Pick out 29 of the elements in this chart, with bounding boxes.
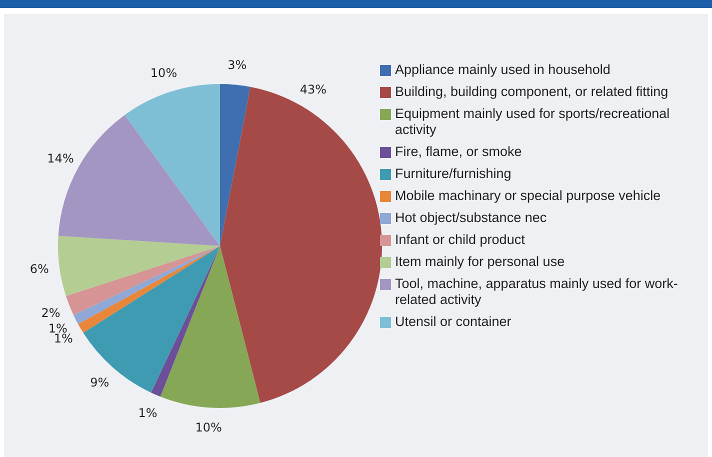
legend-label: Infant or child product bbox=[395, 232, 526, 248]
pie-slice bbox=[160, 246, 260, 408]
pie-slice bbox=[83, 246, 220, 393]
data-label: 10% bbox=[195, 420, 222, 435]
legend-label: Tool, machine, apparatus mainly used for work-related activity bbox=[395, 276, 679, 308]
legend-label: Hot object/substance nec bbox=[395, 210, 548, 226]
data-label: 1% bbox=[138, 406, 158, 420]
legend-label: Fire, flame, or smoke bbox=[395, 144, 523, 160]
legend-label: Item mainly for personal use bbox=[395, 254, 566, 270]
pie-slice bbox=[220, 86, 382, 403]
data-label: 10% bbox=[150, 66, 178, 80]
data-label: 9% bbox=[90, 376, 110, 390]
pie-slice bbox=[220, 84, 250, 246]
data-label: 14% bbox=[47, 151, 74, 166]
data-label: 2% bbox=[41, 306, 60, 320]
pie-slice bbox=[66, 246, 220, 315]
data-label: 1% bbox=[54, 332, 73, 346]
legend-label: Appliance mainly used in household bbox=[395, 62, 612, 78]
legend-label: Mobile machinary or special purpose vehicle bbox=[395, 188, 662, 204]
pie-slice bbox=[151, 246, 220, 397]
legend-label: Equipment mainly used for sports/recreational activity bbox=[395, 106, 671, 138]
legend-label: Utensil or container bbox=[395, 314, 512, 330]
pie-slice bbox=[58, 236, 220, 296]
legend-label: Building, building component, or related fitting bbox=[395, 84, 670, 100]
data-label: 3% bbox=[228, 58, 247, 72]
legend-label: Furniture/furnishing bbox=[395, 166, 512, 182]
pie-slice bbox=[124, 84, 220, 246]
data-label: 6% bbox=[30, 262, 49, 276]
data-label: 43% bbox=[300, 82, 327, 97]
